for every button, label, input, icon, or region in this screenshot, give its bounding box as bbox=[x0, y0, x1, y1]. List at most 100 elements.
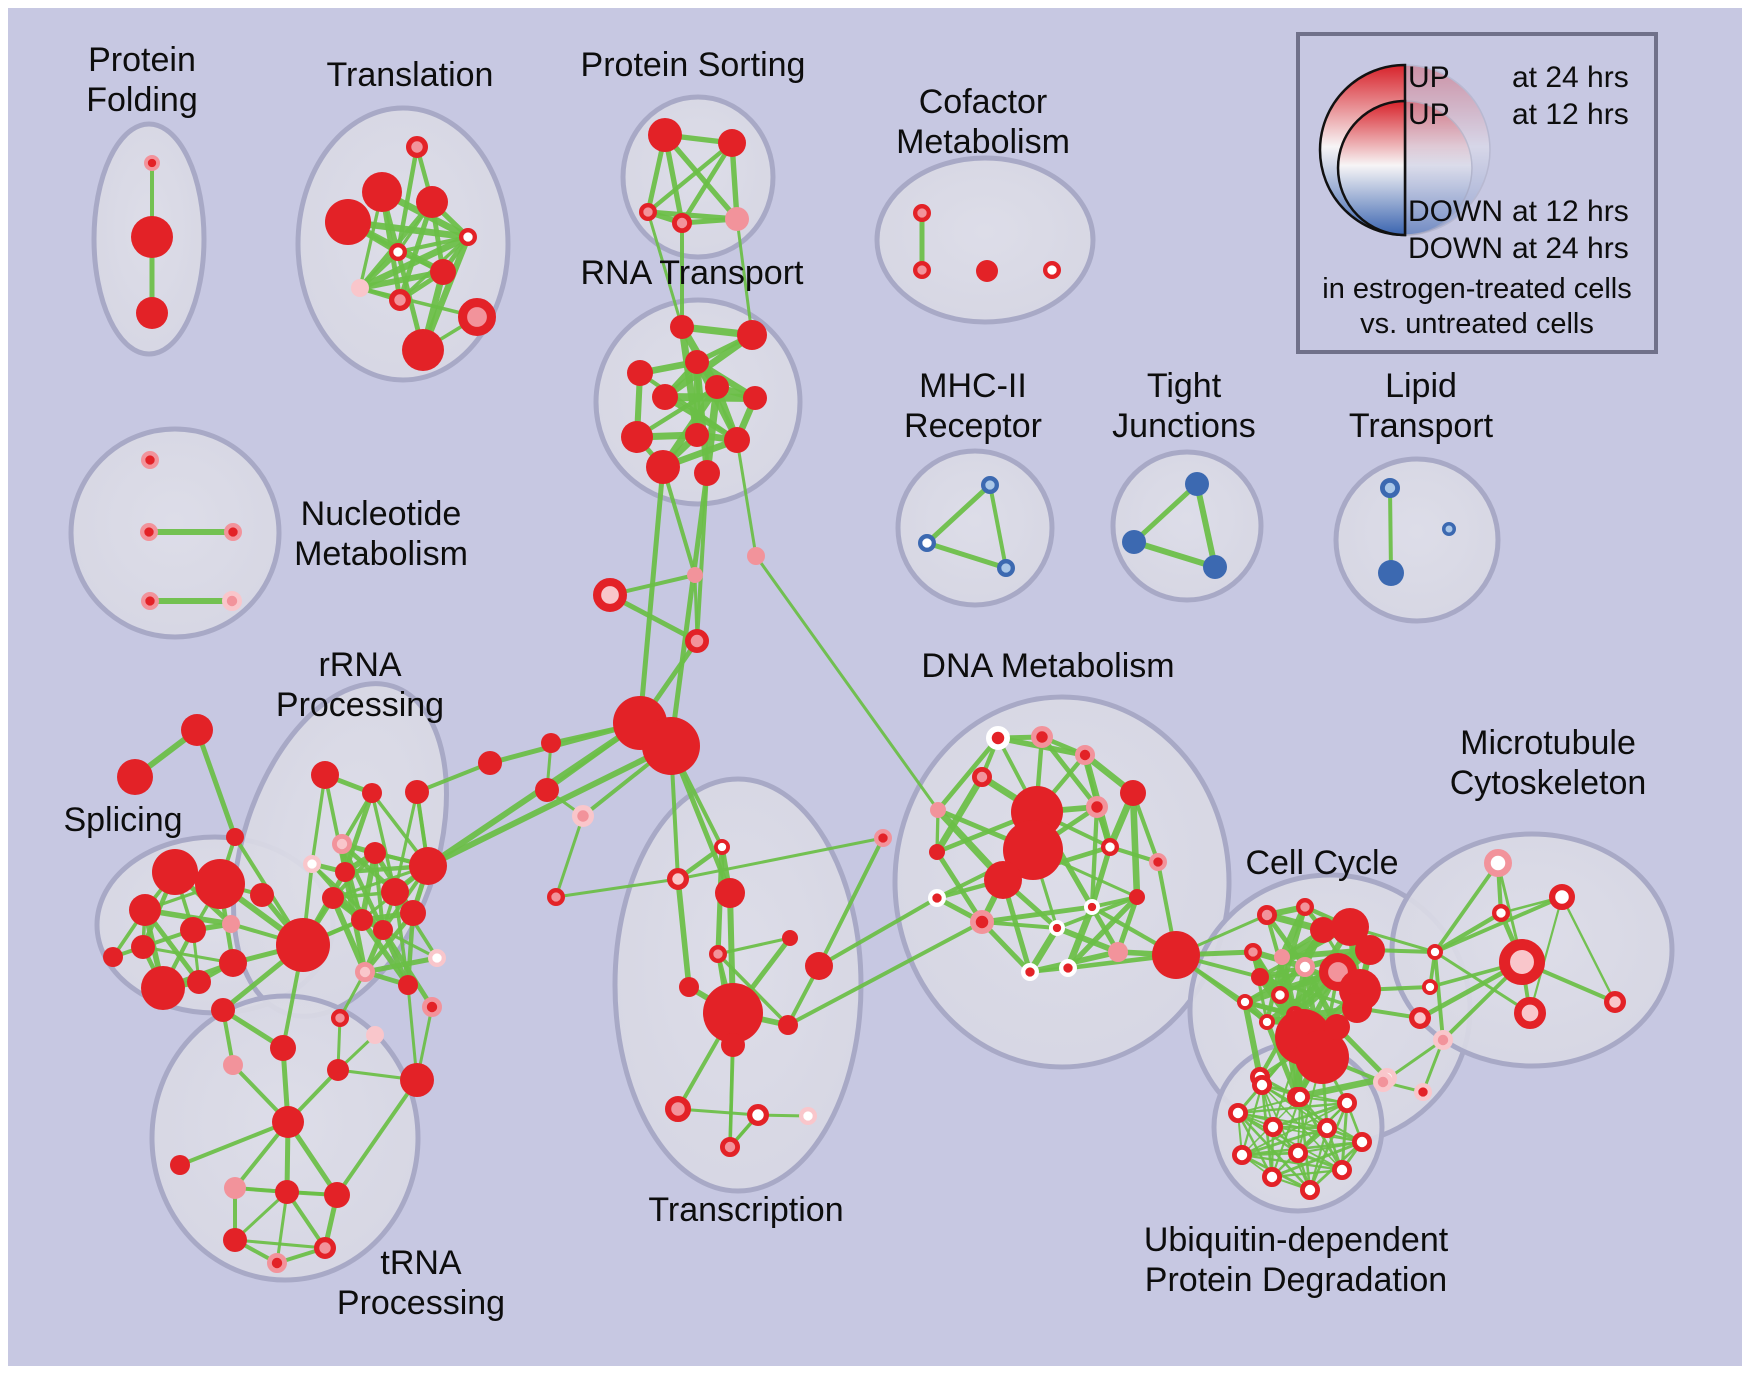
interaction-edge bbox=[728, 1043, 735, 1149]
cluster-label-cell-cycle: Cell Cycle bbox=[1245, 844, 1398, 882]
gene-node bbox=[572, 805, 595, 828]
gene-node bbox=[335, 862, 355, 882]
cluster-label-protein-sorting: Protein Sorting bbox=[581, 46, 806, 84]
interaction-edge bbox=[1237, 1112, 1343, 1171]
gene-node bbox=[331, 1008, 350, 1027]
gene-node bbox=[1232, 1145, 1253, 1166]
interaction-edge bbox=[1270, 1168, 1344, 1179]
gene-node bbox=[170, 1155, 190, 1175]
legend-ring-glyph bbox=[1318, 63, 1491, 237]
gene-node bbox=[1409, 1007, 1432, 1030]
gene-node bbox=[621, 421, 653, 453]
interaction-edge bbox=[1131, 539, 1218, 570]
cluster-ellipse-trna-processing bbox=[149, 993, 421, 1283]
gene-node bbox=[720, 1137, 741, 1158]
cluster-ellipse-lipid-transport bbox=[1333, 456, 1501, 624]
cluster-label-ubiquitin-degradation: Ubiquitin-dependent bbox=[1144, 1221, 1449, 1259]
gene-node bbox=[405, 780, 429, 804]
cluster-label-trna-processing: Processing bbox=[337, 1284, 505, 1322]
cluster-label-nucleotide-metabolism: Nucleotide bbox=[301, 495, 462, 533]
interaction-edge bbox=[357, 269, 446, 291]
interaction-edge bbox=[676, 1107, 760, 1117]
gene-node bbox=[718, 129, 746, 157]
gene-node bbox=[685, 629, 710, 654]
interaction-edge bbox=[1388, 486, 1393, 575]
cluster-label-microtubule-cytoskeleton: Cytoskeleton bbox=[1450, 764, 1647, 802]
cluster-label-rna-transport: RNA Transport bbox=[581, 254, 805, 292]
interaction-edge bbox=[1054, 925, 1121, 955]
gene-node bbox=[873, 828, 892, 847]
interaction-edge bbox=[754, 554, 940, 812]
gene-node bbox=[912, 204, 931, 223]
interaction-edge bbox=[661, 465, 697, 577]
gene-node bbox=[652, 384, 678, 410]
gene-node bbox=[1492, 903, 1511, 922]
legend-inner-ring-right bbox=[1404, 100, 1473, 236]
interaction-edge bbox=[817, 896, 939, 968]
cluster-label-rrna-processing: Processing bbox=[276, 686, 444, 724]
gene-node bbox=[664, 1095, 691, 1122]
gene-node bbox=[141, 591, 160, 610]
gene-node bbox=[322, 887, 344, 909]
interaction-edge bbox=[1240, 1153, 1344, 1172]
cluster-label-translation: Translation bbox=[327, 56, 494, 94]
cluster-label-lipid-transport: Transport bbox=[1349, 407, 1494, 445]
gene-node bbox=[1499, 939, 1546, 986]
interaction-edge bbox=[988, 483, 1008, 570]
legend-footer-line1: in estrogen-treated cells bbox=[1322, 273, 1632, 305]
legend-box: UP at 24 hrs UP at 12 hrs DOWN at 12 hrs… bbox=[1296, 32, 1658, 354]
gene-node bbox=[627, 360, 653, 386]
gene-node bbox=[478, 751, 502, 775]
interaction-edge bbox=[924, 540, 1009, 571]
cluster-label-protein-folding: Folding bbox=[86, 81, 198, 119]
gene-node bbox=[129, 894, 161, 926]
interaction-edge bbox=[668, 470, 710, 749]
gene-node bbox=[1548, 883, 1575, 910]
gene-node bbox=[747, 547, 765, 565]
legend-up24-time: at 24 hrs bbox=[1512, 61, 1629, 94]
gene-node bbox=[428, 948, 447, 967]
cluster-ellipse-tight-junctions bbox=[1110, 449, 1264, 603]
gene-node bbox=[912, 261, 931, 280]
gene-node bbox=[930, 802, 946, 818]
gene-node bbox=[1244, 942, 1263, 961]
gene-node bbox=[1059, 958, 1078, 977]
gene-node bbox=[1433, 1030, 1454, 1051]
gene-node bbox=[1003, 820, 1063, 880]
gene-node bbox=[1108, 942, 1128, 962]
gene-node bbox=[929, 844, 945, 860]
gene-node bbox=[131, 935, 155, 959]
gene-node bbox=[103, 947, 123, 967]
interaction-edge bbox=[362, 955, 440, 975]
interaction-edge bbox=[1242, 999, 1263, 1080]
gene-node bbox=[1342, 993, 1372, 1023]
gene-node bbox=[400, 900, 426, 926]
cluster-label-tight-junctions: Junctions bbox=[1112, 407, 1256, 445]
gene-node bbox=[1149, 852, 1168, 871]
gene-node bbox=[685, 350, 709, 374]
interaction-edge bbox=[676, 836, 885, 881]
gene-node bbox=[1290, 1087, 1311, 1108]
legend-down12-label: DOWN bbox=[1408, 195, 1503, 228]
cluster-label-lipid-transport: Lipid bbox=[1385, 367, 1457, 405]
gene-node bbox=[1414, 1083, 1433, 1102]
gene-node bbox=[917, 533, 936, 552]
interaction-edge bbox=[1236, 1101, 1349, 1115]
gene-node bbox=[986, 726, 1011, 751]
gene-node bbox=[541, 733, 561, 753]
gene-node bbox=[223, 1055, 243, 1075]
gene-node bbox=[1237, 993, 1254, 1010]
gene-node bbox=[223, 1228, 247, 1252]
gene-node bbox=[141, 966, 185, 1010]
gene-node bbox=[457, 297, 496, 336]
cluster-ellipse-mhc-ii-receptor bbox=[895, 448, 1055, 608]
interaction-edge bbox=[735, 438, 758, 558]
gene-node bbox=[421, 997, 442, 1018]
gene-node bbox=[1152, 931, 1200, 979]
gene-node bbox=[1252, 1075, 1273, 1096]
gene-node bbox=[1257, 905, 1278, 926]
gene-node bbox=[737, 320, 767, 350]
cluster-label-splicing: Splicing bbox=[63, 801, 182, 839]
